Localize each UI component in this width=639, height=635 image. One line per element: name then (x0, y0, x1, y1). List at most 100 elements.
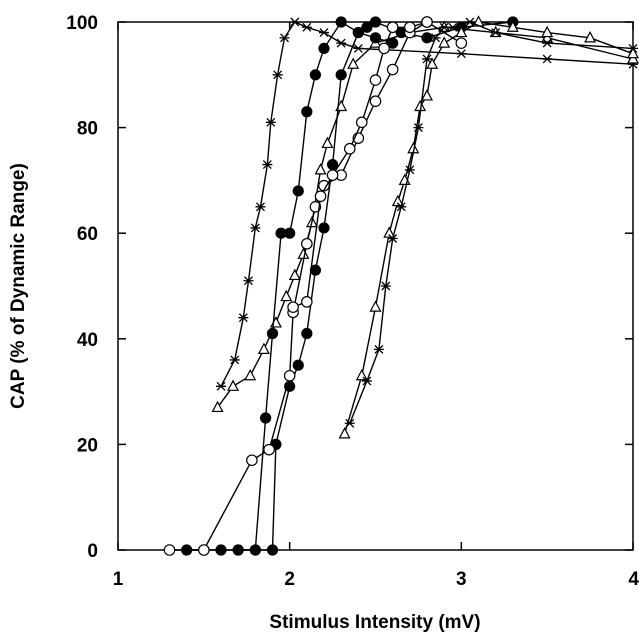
data-point (283, 369, 296, 382)
data-point (314, 163, 327, 175)
data-point (250, 223, 261, 233)
data-point (369, 300, 382, 312)
data-point (421, 16, 433, 28)
data-point (265, 117, 276, 127)
data-point (343, 142, 356, 155)
data-point (238, 313, 249, 323)
data-point (336, 38, 347, 48)
data-point (464, 17, 475, 27)
data-point (280, 289, 293, 302)
series-2 (181, 16, 519, 556)
data-point (373, 344, 384, 354)
data-point (215, 544, 227, 556)
y-tick-label: 20 (77, 435, 98, 456)
data-point (542, 54, 553, 64)
data-point (421, 89, 433, 101)
data-point (391, 194, 404, 207)
data-point (216, 381, 226, 391)
data-point (260, 412, 272, 424)
data-point (378, 42, 390, 55)
data-point (246, 454, 258, 467)
data-point (396, 202, 407, 212)
data-point (318, 222, 330, 234)
data-point (227, 379, 240, 391)
data-point (455, 37, 468, 49)
data-point (542, 38, 553, 48)
data-point (326, 169, 339, 181)
data-point (284, 227, 296, 239)
y-tick-label: 40 (77, 330, 98, 351)
data-point (380, 281, 391, 291)
data-point (369, 74, 382, 86)
data-point (347, 57, 360, 69)
data-point (292, 185, 304, 197)
data-point (279, 33, 290, 43)
series-4 (163, 16, 468, 556)
data-point (404, 21, 416, 34)
data-point (455, 25, 468, 38)
data-point (421, 32, 433, 44)
data-point (255, 202, 266, 212)
data-point (288, 268, 301, 281)
data-point (386, 63, 399, 76)
data-point (361, 376, 372, 386)
data-point (353, 43, 364, 53)
data-point (361, 21, 373, 33)
data-point (386, 21, 399, 34)
data-point (387, 234, 398, 243)
x-tick-label: 3 (456, 569, 467, 590)
series-line (169, 21, 462, 551)
series-line (292, 21, 428, 308)
data-point (292, 359, 304, 371)
y-tick-label: 0 (87, 541, 98, 562)
data-point (249, 544, 261, 556)
data-point (447, 22, 458, 32)
x-axis-title: Stimulus Intensity (mV) (269, 612, 480, 633)
data-point (301, 296, 313, 308)
data-point (355, 368, 368, 381)
data-point (584, 31, 597, 43)
data-point (506, 20, 519, 32)
data-point (369, 16, 382, 28)
data-point (211, 400, 224, 413)
data-point (232, 544, 244, 556)
data-point (387, 37, 399, 49)
series-line (186, 21, 513, 551)
series-line (349, 21, 634, 424)
data-point (422, 54, 432, 64)
data-point (301, 106, 313, 118)
y-tick-label: 60 (77, 224, 98, 245)
series-line (343, 21, 634, 434)
data-point (297, 247, 310, 259)
data-point (244, 368, 257, 381)
data-point (541, 25, 554, 38)
data-point (326, 158, 339, 171)
data-point (289, 17, 300, 27)
x-tick-label: 4 (628, 569, 639, 590)
data-point (266, 544, 279, 556)
data-point (430, 33, 441, 43)
data-point (257, 342, 270, 354)
data-point (404, 165, 415, 175)
data-point (301, 237, 313, 250)
x-tick-label: 2 (284, 569, 295, 590)
data-point (438, 36, 451, 48)
series-0 (216, 17, 638, 391)
data-point (314, 190, 327, 203)
y-tick-label: 100 (66, 13, 98, 34)
data-point (627, 46, 639, 59)
data-point (269, 316, 282, 328)
data-point (338, 427, 351, 439)
data-point (262, 160, 273, 170)
data-point (413, 123, 424, 133)
data-point (243, 276, 254, 286)
series-5 (287, 16, 433, 313)
ticks: 0 20 40 60 80 100 1 2 3 4 (66, 13, 639, 590)
data-point (198, 544, 210, 556)
series-line (217, 26, 634, 408)
data-point (383, 226, 396, 238)
data-point (355, 116, 368, 129)
data-point (301, 327, 313, 340)
data-point (272, 70, 283, 80)
